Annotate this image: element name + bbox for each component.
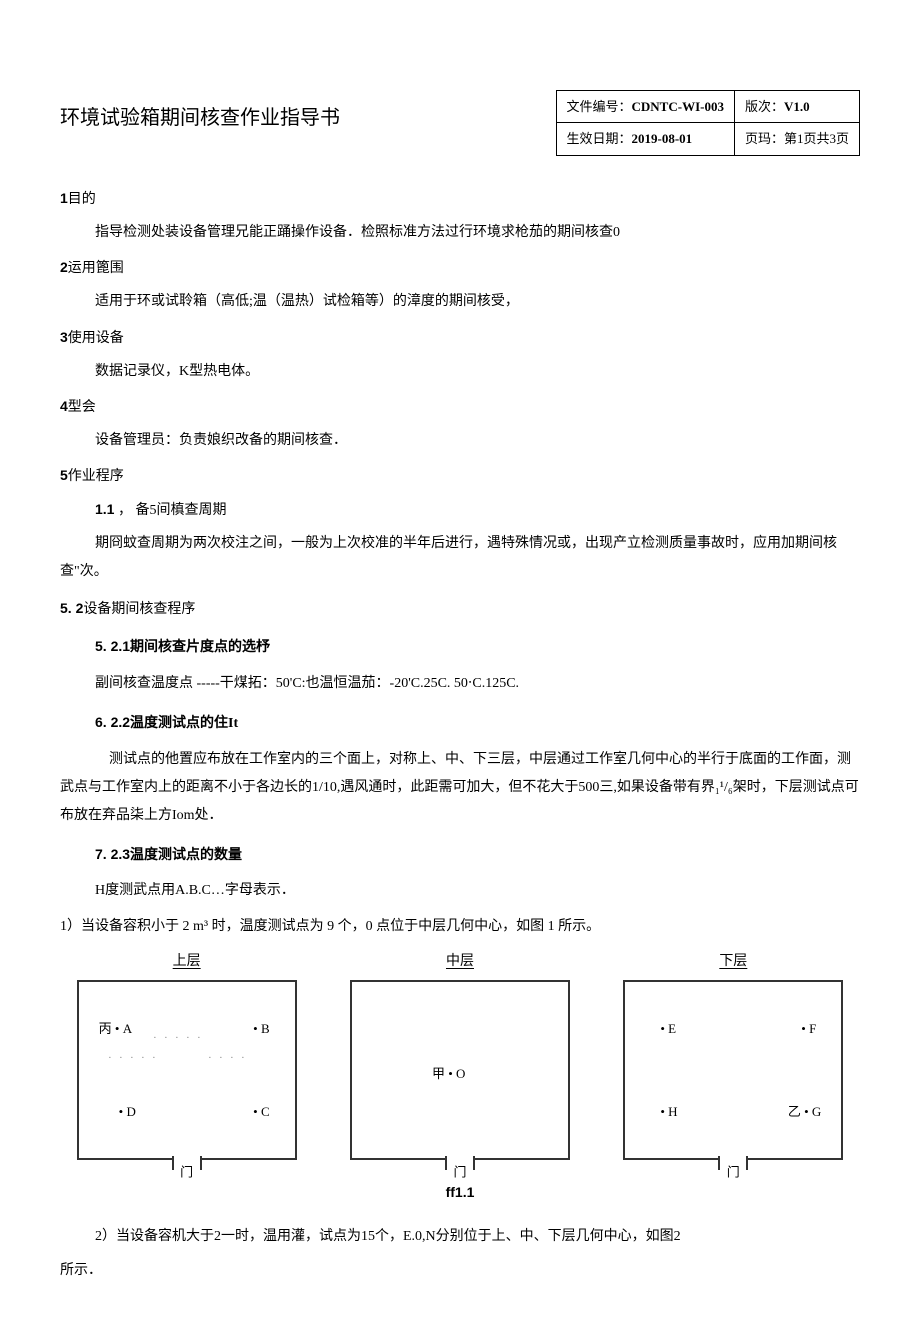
diagram-mid-layer: 中层 甲 • O 门	[333, 949, 586, 1160]
version-label: 版次：	[745, 99, 784, 114]
doc-no-value: CDNTC-WI-003	[632, 99, 724, 114]
section-5-2-2-body: 测试点的他置应布放在工作室内的三个面上，对称上、中、下三层，中层通过工作室几何中…	[60, 746, 860, 830]
figure-2-intro-b: 所示．	[60, 1257, 860, 1285]
doc-no-label: 文件编号：	[567, 99, 632, 114]
document-header: 环境试验箱期间核查作业指导书 文件编号：CDNTC-WI-003 版次：V1.0…	[60, 90, 860, 156]
point-B: • B	[253, 1017, 269, 1040]
section-4-heading: 4型会	[60, 394, 860, 420]
section-5-2-heading: 5. 2设备期间核查程序	[60, 596, 860, 622]
point-A: 丙 • A	[99, 1017, 132, 1040]
section-4-num: 4	[60, 398, 68, 414]
section-2-num: 2	[60, 259, 68, 275]
section-5-2-2-heading: 6. 2.2温度测试点的住It	[95, 710, 860, 736]
mid-layer-label: 中层	[446, 949, 474, 974]
version-value: V1.0	[784, 99, 810, 114]
header-meta-table: 文件编号：CDNTC-WI-003 版次：V1.0 生效日期：2019-08-0…	[556, 90, 861, 156]
section-5-2-2-num: 6. 2.2	[95, 714, 130, 730]
point-O: 甲 • O	[432, 1062, 465, 1085]
door-label-top: 门	[180, 1160, 193, 1183]
section-3-heading: 3使用设备	[60, 325, 860, 351]
section-5-2-3-title: 温度测试点的数量	[130, 848, 242, 863]
section-2-title: 运用篦围	[68, 261, 124, 276]
section-4-title: 型会	[68, 400, 96, 415]
section-3-title: 使用设备	[68, 331, 124, 346]
figure-2-intro-a: 2）当设备容机大于2一时，温用灌，试点为15个，E.0,N分别位于上、中、下层几…	[60, 1223, 860, 1251]
section-5-2-title: 设备期间核查程序	[83, 602, 195, 617]
section-3-body-text: 数据记录仪，K型热电体。	[95, 364, 259, 379]
section-5-title: 作业程序	[68, 469, 124, 484]
page-cell: 页玛：第1页共3页	[734, 123, 859, 155]
diagram-top-layer: 上层 丙 • A • B • D • C . . . . . . . . . .…	[60, 949, 313, 1160]
section-1-body: 指导检测处装设备管理兄能正踊操作设备．检照标准方法过行环境求枪茄的期间核查0	[60, 220, 860, 245]
section-5-2-num: 5. 2	[60, 600, 83, 616]
point-G: 乙 • G	[788, 1100, 821, 1123]
section-5-1-title: ， 备5间槙查周期	[118, 503, 227, 518]
section-5-1-heading: 1.1 ， 备5间槙查周期	[95, 497, 860, 523]
section-4-body: 设备管理员：负责娘织改备的期间核查．	[60, 428, 860, 453]
point-D: • D	[119, 1100, 136, 1123]
figure-1-diagram: 上层 丙 • A • B • D • C . . . . . . . . . .…	[60, 949, 860, 1160]
point-E: • E	[660, 1017, 676, 1040]
date-cell: 生效日期：2019-08-01	[556, 123, 734, 155]
section-5-2-1-num: 5. 2.1	[95, 638, 130, 654]
bot-layer-label: 下层	[719, 949, 747, 974]
section-1-heading: 1目的	[60, 186, 860, 212]
point-C: • C	[253, 1100, 269, 1123]
page-value: 第1页共3页	[784, 131, 849, 146]
section-2-heading: 2运用篦围	[60, 255, 860, 281]
document-title: 环境试验箱期间核查作业指导书	[60, 90, 556, 156]
section-5-2-3-body: H度测武点用A.B.C…字母表示．	[60, 878, 860, 903]
section-1-title: 目的	[68, 192, 96, 207]
diagram-bot-layer: 下层 • E • F • H 乙 • G 门	[607, 949, 860, 1160]
figure-1-intro: 1）当设备容积小于 2 m³ 时，温度测试点为 9 个，0 点位于中层几何中心，…	[60, 914, 860, 939]
bot-chamber-box: • E • F • H 乙 • G 门	[623, 980, 843, 1160]
door-label-bot: 门	[727, 1160, 740, 1183]
section-5-heading: 5作业程序	[60, 463, 860, 489]
section-5-2-3-heading: 7. 2.3温度测试点的数量	[95, 842, 860, 868]
top-layer-label: 上层	[173, 949, 201, 974]
section-3-body: 数据记录仪，K型热电体。	[60, 359, 860, 384]
figure-1-label: ff1.1	[60, 1180, 860, 1205]
page-label: 页玛：	[745, 131, 784, 146]
section-5-1-num: 1.1	[95, 501, 114, 517]
section-5-2-3-num: 7. 2.3	[95, 846, 130, 862]
point-F: • F	[801, 1017, 816, 1040]
section-5-2-1-title: 期间核查片度点的选杼	[130, 640, 270, 655]
section-3-num: 3	[60, 329, 68, 345]
top-chamber-box: 丙 • A • B • D • C . . . . . . . . . . . …	[77, 980, 297, 1160]
date-value: 2019-08-01	[632, 131, 693, 146]
section-5-2-1-heading: 5. 2.1期间核查片度点的选杼	[95, 634, 860, 660]
section-5-2-2-title: 温度测试点的住It	[130, 716, 238, 731]
mid-chamber-box: 甲 • O 门	[350, 980, 570, 1160]
section-5-2-1-body: 副间核查温度点 -----干煤拓：50'C:也温恒温茄：-20'C.25C. 5…	[95, 670, 860, 698]
section-5-num: 5	[60, 467, 68, 483]
date-label: 生效日期：	[567, 131, 632, 146]
section-5-1-body: 期冏蚊查周期为两次校注之间，一般为上次校准的半年后进行，遇特殊情况或，出现产立检…	[60, 530, 860, 586]
section-1-num: 1	[60, 190, 68, 206]
door-label-mid: 门	[453, 1160, 466, 1183]
version-cell: 版次：V1.0	[734, 91, 859, 123]
doc-no-cell: 文件编号：CDNTC-WI-003	[556, 91, 734, 123]
section-2-body: 适用于环或试聆箱（高低;温（温热）试检箱等）的漳度的期间核受，	[60, 289, 860, 314]
point-H: • H	[660, 1100, 677, 1123]
